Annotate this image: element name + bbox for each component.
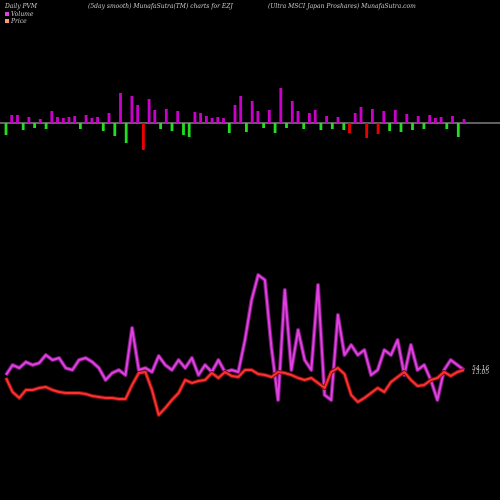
volume-bar bbox=[388, 123, 391, 131]
volume-bar bbox=[101, 123, 105, 131]
volume-bar bbox=[176, 111, 180, 123]
volume-bar bbox=[456, 123, 460, 137]
volume-bar bbox=[319, 123, 323, 130]
volume-bar bbox=[182, 123, 185, 135]
volume-bar bbox=[439, 117, 443, 123]
volume-bar bbox=[50, 111, 54, 123]
volume-bar bbox=[16, 115, 19, 123]
price-volume-lines bbox=[4, 273, 466, 417]
volume-bar bbox=[330, 123, 334, 129]
volume-bar bbox=[187, 123, 191, 137]
volume-bar bbox=[462, 119, 466, 123]
end-label-price: 13.05 bbox=[472, 369, 489, 376]
volume-bar bbox=[382, 111, 386, 123]
volume-bar bbox=[199, 113, 202, 123]
volume-bar bbox=[84, 115, 88, 123]
volume-bar bbox=[434, 118, 437, 123]
volume-bar bbox=[130, 96, 134, 123]
chart-header-left: Daily PVM bbox=[4, 3, 38, 10]
volume-bar bbox=[256, 111, 260, 123]
volume-bar bbox=[239, 96, 243, 123]
volume-bar bbox=[296, 111, 300, 123]
volume-bar bbox=[290, 101, 294, 123]
volume-bar bbox=[313, 110, 317, 123]
volume-bar bbox=[365, 123, 369, 138]
price-line bbox=[5, 367, 465, 416]
volume-bar bbox=[159, 123, 162, 129]
volume-bar bbox=[67, 117, 71, 123]
volume-bar bbox=[227, 123, 231, 133]
volume-bar bbox=[359, 107, 363, 123]
volume-bar bbox=[273, 123, 277, 133]
volume-bar bbox=[399, 123, 403, 132]
volume-bar bbox=[393, 110, 397, 123]
volume-bar bbox=[336, 117, 340, 123]
volume-bar bbox=[279, 88, 283, 123]
volume-bar bbox=[113, 123, 117, 136]
volume-bar bbox=[56, 117, 59, 123]
volume-bar bbox=[73, 116, 77, 123]
volume-bar bbox=[210, 118, 214, 123]
volume-bar bbox=[376, 123, 380, 134]
volume-bar bbox=[119, 93, 122, 123]
volume-bar bbox=[353, 113, 357, 123]
volume-bar bbox=[342, 123, 346, 130]
volume-bar bbox=[61, 118, 65, 123]
volume-bar bbox=[153, 110, 157, 123]
volume-bars bbox=[4, 88, 466, 150]
volume-bar bbox=[79, 123, 82, 129]
volume-bar bbox=[90, 118, 94, 123]
volume-bar bbox=[193, 112, 197, 123]
volume-bar bbox=[233, 105, 237, 123]
volume-bar bbox=[10, 115, 14, 123]
volume-bar bbox=[302, 123, 306, 129]
volume-bar bbox=[38, 119, 42, 123]
volume-bar bbox=[170, 123, 174, 131]
volume-bar bbox=[348, 123, 351, 133]
end-label-volume: 54.16 bbox=[472, 365, 489, 372]
volume-bar bbox=[27, 117, 31, 123]
volume-bar bbox=[411, 123, 414, 130]
volume-bar bbox=[147, 99, 151, 123]
volume-bar bbox=[250, 101, 254, 123]
volume-bar bbox=[245, 123, 248, 132]
volume-bar bbox=[124, 123, 128, 143]
volume-bar bbox=[216, 117, 220, 123]
legend-price-swatch bbox=[5, 19, 9, 23]
volume-bar bbox=[164, 109, 168, 123]
price-line-glow bbox=[4, 366, 465, 417]
volume-bar bbox=[222, 118, 225, 123]
volume-bar bbox=[308, 113, 311, 123]
chart-header-center-right: (Ultra MSCI Japan Proshares) MunafaSutra… bbox=[268, 3, 416, 10]
volume-bar bbox=[445, 123, 449, 129]
legend-price-label: Price bbox=[10, 18, 27, 25]
volume-bar bbox=[33, 123, 36, 128]
volume-bar bbox=[96, 117, 99, 123]
volume-bar bbox=[405, 114, 409, 123]
volume-bar bbox=[262, 123, 265, 128]
volume-bar bbox=[107, 113, 111, 123]
volume-bar bbox=[267, 110, 271, 123]
volume-bar bbox=[205, 116, 208, 123]
volume-bar bbox=[422, 123, 426, 129]
volume-bar bbox=[451, 116, 454, 123]
volume-bar bbox=[4, 123, 8, 135]
legend-volume-label: Volume bbox=[11, 11, 34, 18]
chart-header-center-left: (5day smooth) MunafaSutra(TM) charts for… bbox=[88, 3, 233, 10]
volume-bar bbox=[21, 123, 25, 130]
volume-bar bbox=[136, 105, 140, 123]
volume-bar bbox=[325, 116, 328, 123]
volume-bar bbox=[371, 109, 374, 123]
volume-bar bbox=[44, 123, 48, 129]
legend-volume-swatch bbox=[5, 12, 9, 16]
volume-line bbox=[5, 274, 465, 401]
volume-bar bbox=[142, 123, 145, 150]
volume-bar bbox=[428, 115, 432, 123]
volume-bar bbox=[285, 123, 288, 128]
volume-bar bbox=[416, 116, 420, 123]
